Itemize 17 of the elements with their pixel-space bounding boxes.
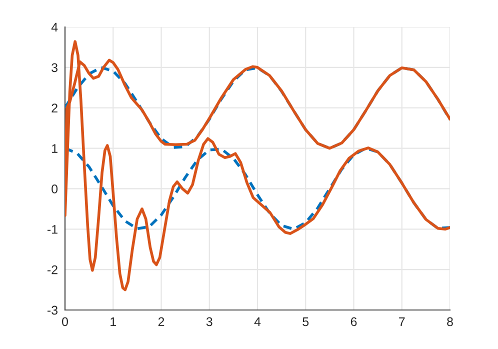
- x-tick-label: 5: [302, 317, 309, 326]
- y-tick-label: -2: [47, 265, 58, 274]
- y-tick-label: 2: [52, 104, 58, 112]
- x-tick-label: 4: [254, 317, 261, 326]
- x-tick-label: 6: [350, 317, 357, 326]
- x-tick-label: 8: [447, 317, 453, 326]
- y-tick-label: -3: [47, 306, 58, 315]
- x-tick-label: 0: [62, 317, 68, 326]
- y-tick-label: 4: [51, 22, 58, 32]
- x-tick-label: 7: [399, 317, 405, 326]
- y-tick-label: 3: [52, 63, 58, 72]
- x-tick-label: 3: [206, 317, 212, 326]
- y-tick-label: 0: [52, 184, 58, 194]
- y-tick-label: 1: [52, 144, 58, 153]
- x-tick-label: 2: [158, 317, 164, 326]
- x-tick-label: 1: [110, 317, 116, 326]
- y-tick-label: -1: [47, 225, 58, 234]
